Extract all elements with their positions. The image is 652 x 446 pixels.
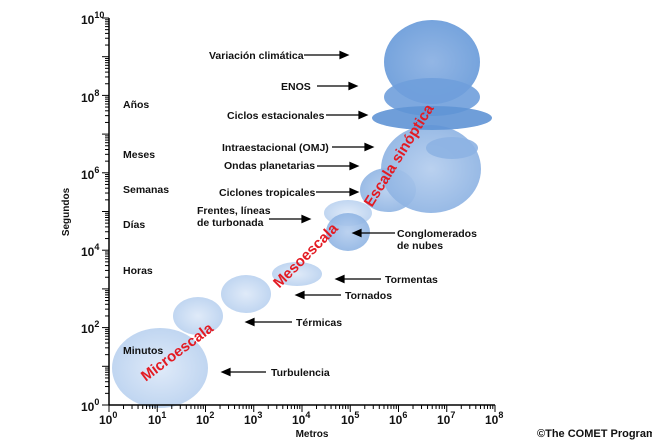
x-axis-title: Metros — [296, 429, 329, 440]
y-axis-title: Segundos — [61, 187, 72, 236]
label-intraestacional: Intraestacional (OMJ) — [222, 142, 329, 154]
x-tick-label: 102 — [196, 410, 214, 427]
time-label-semanas: Semanas — [123, 184, 169, 196]
x-tick-label: 101 — [148, 410, 166, 427]
time-label-minutos: Minutos — [123, 345, 163, 357]
time-label-dias: Días — [123, 219, 145, 231]
x-tick-label: 103 — [244, 410, 262, 427]
x-tick-label: 108 — [485, 410, 503, 427]
x-tick-label: 106 — [389, 410, 407, 427]
arrow-icon — [294, 290, 341, 300]
phenomenon-labels: Variación climática ENOS Ciclos estacion… — [197, 50, 477, 379]
label-variacion-climatica: Variación climática — [209, 50, 304, 62]
y-tick-label: 106 — [81, 165, 99, 182]
arrow-icon — [317, 81, 359, 91]
ellipse-enos — [384, 78, 480, 116]
y-tick-label: 1010 — [81, 10, 104, 27]
ellipse-tornados — [221, 275, 271, 313]
arrow-icon — [220, 367, 266, 377]
x-axis-minor-ticks — [108, 405, 496, 412]
label-tornados: Tornados — [345, 290, 392, 302]
x-tick-label: 107 — [437, 410, 455, 427]
x-tick-label: 105 — [341, 410, 359, 427]
label-frentes-line2: de turbonada — [197, 217, 264, 229]
label-tormentas: Tormentas — [385, 274, 438, 286]
arrow-icon — [316, 187, 360, 197]
arrow-icon — [317, 161, 360, 171]
label-conglomerados: Conglomerados — [397, 228, 477, 240]
ellipse-turbulencia — [112, 328, 208, 408]
credit-text: ©The COMET Program — [537, 428, 652, 440]
arrow-icon — [304, 50, 350, 60]
label-ondas-planetarias: Ondas planetarias — [224, 160, 315, 172]
time-label-anos: Años — [123, 99, 149, 111]
arrow-icon — [269, 214, 312, 224]
arrow-icon — [332, 142, 375, 152]
arrows — [220, 50, 395, 377]
label-enos: ENOS — [281, 81, 311, 93]
arrow-icon — [351, 228, 395, 238]
ellipse-omj — [426, 137, 478, 159]
label-conglomerados-line2: de nubes — [397, 240, 443, 252]
y-tick-label: 104 — [81, 242, 99, 259]
y-tick-label: 102 — [81, 319, 99, 336]
time-labels: Minutos Horas Días Semanas Meses Años — [123, 99, 169, 357]
label-termicas: Térmicas — [296, 317, 342, 329]
label-frentes: Frentes, líneas — [197, 205, 271, 217]
y-tick-labels: 100 102 104 106 108 1010 — [81, 10, 104, 414]
time-label-horas: Horas — [123, 265, 153, 277]
arrow-icon — [326, 110, 369, 120]
y-axis-minor-ticks — [102, 17, 109, 406]
y-tick-label: 108 — [81, 88, 99, 105]
phenomena-ellipses — [112, 20, 492, 408]
ellipse-ciclos — [372, 106, 492, 130]
ellipse-termicas — [173, 297, 223, 335]
label-ciclones-tropicales: Ciclones tropicales — [219, 187, 315, 199]
label-ciclos-estacionales: Ciclos estacionales — [227, 110, 325, 122]
ellipse-conglomerados — [326, 213, 370, 251]
x-tick-labels: 100 101 102 103 104 105 106 107 108 — [99, 410, 503, 427]
arrow-icon — [334, 274, 381, 284]
time-label-meses: Meses — [123, 149, 155, 161]
ellipse-tormentas — [272, 262, 322, 286]
x-tick-label: 104 — [292, 410, 310, 427]
label-turbulencia: Turbulencia — [271, 367, 330, 379]
y-tick-label: 100 — [81, 397, 99, 414]
arrow-icon — [244, 317, 292, 327]
x-tick-label: 100 — [99, 410, 117, 427]
axes — [102, 17, 496, 412]
